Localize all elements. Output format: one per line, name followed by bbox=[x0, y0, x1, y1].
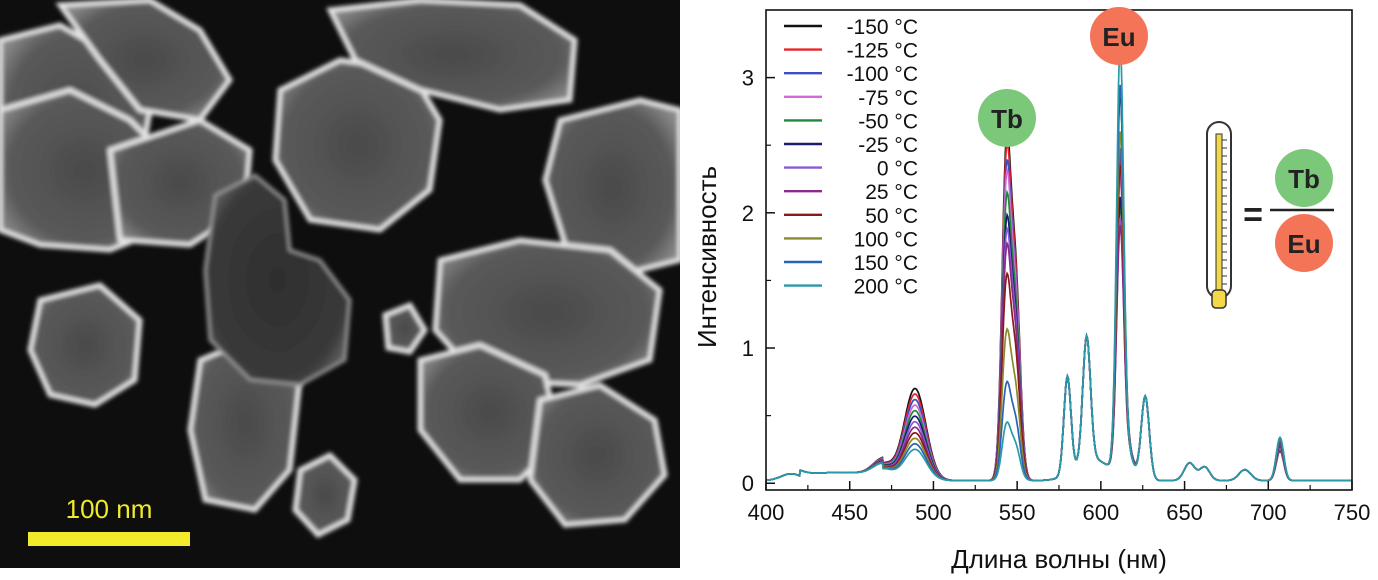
legend-label: 50 °C bbox=[865, 205, 918, 228]
x-tick-label: 400 bbox=[748, 500, 785, 525]
x-tick-label: 650 bbox=[1166, 500, 1203, 525]
legend-label: 150 °C bbox=[854, 252, 918, 275]
eu-peak-badge bbox=[1090, 7, 1148, 65]
y-tick-label: 3 bbox=[742, 66, 754, 91]
series-line-3 bbox=[766, 166, 1352, 482]
axes: 400 450 500 550 600 650 700 750 0 1 2 3 bbox=[742, 9, 1371, 525]
legend-label: -75 °C bbox=[858, 87, 918, 110]
x-tick-label: 600 bbox=[1082, 500, 1119, 525]
eu-peak-badge-text: Eu bbox=[1102, 22, 1135, 52]
tb-peak-badge-text: Tb bbox=[991, 104, 1023, 134]
x-axis-label: Длина волны (нм) bbox=[951, 544, 1167, 574]
series-line-2 bbox=[766, 147, 1352, 482]
legend-label: -150 °C bbox=[847, 16, 918, 39]
nanoparticle-image bbox=[0, 0, 680, 568]
scale-bar-label: 100 nm bbox=[65, 494, 153, 524]
y-tick-label: 2 bbox=[742, 201, 754, 226]
x-tick-label: 750 bbox=[1334, 500, 1371, 525]
y-tick-label: 0 bbox=[742, 471, 754, 496]
series-line-1 bbox=[766, 142, 1352, 482]
badges: Tb Eu = Tb Eu bbox=[978, 7, 1334, 309]
legend-label: 25 °C bbox=[865, 181, 918, 204]
legend-label: 200 °C bbox=[854, 276, 918, 299]
series-line-11 bbox=[766, 42, 1352, 482]
ratio-tb-badge-text: Tb bbox=[1288, 164, 1320, 194]
legend-label: 0 °C bbox=[877, 158, 918, 181]
legend-label: -125 °C bbox=[847, 40, 918, 63]
thermometer-icon bbox=[1206, 121, 1232, 309]
spectrum-chart: 400 450 500 550 600 650 700 750 0 1 2 3 -150 °C -125… bbox=[686, 0, 1378, 580]
ratio-eu-badge-text: Eu bbox=[1287, 229, 1320, 259]
legend-label: 100 °C bbox=[854, 228, 918, 251]
chart-svg: 400 450 500 550 600 650 700 750 0 1 2 3 -150 °C-125… bbox=[692, 7, 1371, 574]
plot-area bbox=[766, 42, 1352, 482]
tb-peak-badge bbox=[978, 89, 1036, 147]
legend-label: -100 °C bbox=[847, 63, 918, 86]
legend-label: -50 °C bbox=[858, 110, 918, 133]
y-tick-label: 1 bbox=[742, 336, 754, 361]
x-tick-label: 700 bbox=[1250, 500, 1287, 525]
ratio-eu-badge bbox=[1275, 214, 1333, 272]
scale-bar bbox=[28, 532, 190, 546]
x-tick-label: 450 bbox=[831, 500, 868, 525]
x-tick-label: 500 bbox=[915, 500, 952, 525]
sem-micrograph: 100 nm bbox=[0, 0, 680, 568]
x-tick-label: 550 bbox=[999, 500, 1036, 525]
ratio-tb-badge bbox=[1275, 149, 1333, 207]
y-axis-label: Интенсивность bbox=[692, 166, 722, 348]
legend: -150 °C-125 °C-100 °C-75 °C-50 °C-25 °C0… bbox=[784, 16, 918, 299]
series-line-9 bbox=[766, 131, 1352, 482]
series-line-8 bbox=[766, 164, 1352, 482]
equals-sign: = bbox=[1243, 196, 1263, 234]
legend-label: -25 °C bbox=[858, 134, 918, 157]
